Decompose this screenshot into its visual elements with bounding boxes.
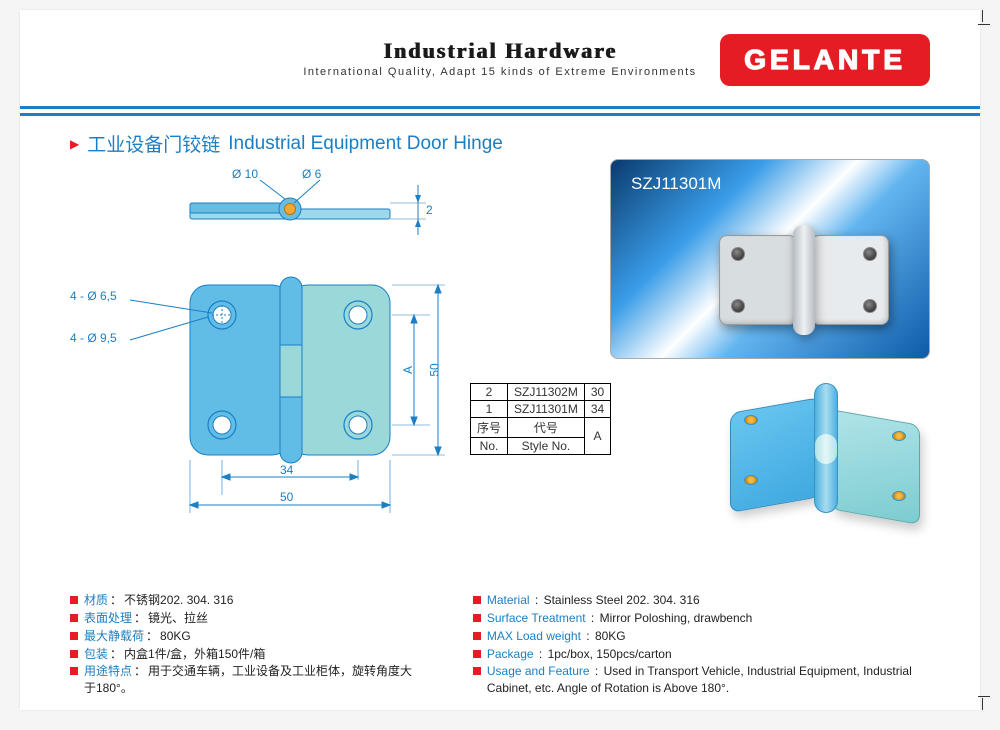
bullet-icon xyxy=(70,667,78,675)
content-area: Ø 10 Ø 6 2 4 - Ø 6,5 4 - Ø 9,5 34 50 A 5… xyxy=(70,165,930,585)
product-photo: SZJ11301M xyxy=(610,159,930,359)
specs-column-en: Material : Stainless Steel 202. 304. 316… xyxy=(473,591,930,698)
table-header: 代号 xyxy=(508,418,585,438)
spec-value: 镜光、拉丝 xyxy=(148,611,208,625)
spec-row: 包装：内盒1件/盒，外箱150件/箱 xyxy=(70,646,413,663)
page-header: Industrial Hardware International Qualit… xyxy=(20,10,980,100)
table-header: Style No. xyxy=(508,438,585,455)
dim-h95: 4 - Ø 9,5 xyxy=(70,331,117,345)
table-cell: 1 xyxy=(471,401,508,418)
spec-row: Material : Stainless Steel 202. 304. 316 xyxy=(473,592,930,609)
hinge-photo-render xyxy=(719,215,889,335)
spec-row: 表面处理：镜光、拉丝 xyxy=(70,610,413,627)
bullet-icon xyxy=(70,632,78,640)
brand-badge: GELANTE GELANTE xyxy=(720,34,930,86)
header-divider xyxy=(20,106,980,116)
bullet-icon xyxy=(473,632,481,640)
section-title-en: Industrial Equipment Door Hinge xyxy=(228,133,503,155)
dim-hA: A xyxy=(401,366,415,374)
drawing-svg xyxy=(70,165,450,555)
dim-h50: 50 xyxy=(428,363,442,376)
spec-value: 80KG xyxy=(160,629,191,643)
table-header: No. xyxy=(471,438,508,455)
spec-label: 最大静载荷 xyxy=(84,629,144,643)
technical-drawing: Ø 10 Ø 6 2 4 - Ø 6,5 4 - Ø 9,5 34 50 A 5… xyxy=(70,165,450,545)
variant-table: 2SZJ11302M301SZJ11301M34序号代号ANo.Style No… xyxy=(470,383,611,455)
spec-row: MAX Load weight : 80KG xyxy=(473,628,930,645)
section-title: ▶ 工业设备门铰链 Industrial Equipment Door Hing… xyxy=(70,130,930,157)
table-row: 2SZJ11302M30 xyxy=(471,384,611,401)
dim-d6: Ø 6 xyxy=(302,167,321,181)
spec-row: Surface Treatment : Mirror Poloshing, dr… xyxy=(473,610,930,627)
spec-label: MAX Load weight xyxy=(487,629,581,643)
spec-row: Package : 1pc/box, 150pcs/carton xyxy=(473,646,930,663)
dim-d10: Ø 10 xyxy=(232,167,258,181)
spec-label: Package xyxy=(487,647,534,661)
spec-row: 用途特点：用于交通车辆，工业设备及工业柜体，旋转角度大于180°。 xyxy=(70,663,413,697)
dim-h65: 4 - Ø 6,5 xyxy=(70,289,117,303)
dim-w50: 50 xyxy=(280,490,293,504)
spec-value: 1pc/box, 150pcs/carton xyxy=(548,647,672,661)
spec-label: Surface Treatment xyxy=(487,611,586,625)
spec-label: 用途特点 xyxy=(84,664,132,678)
spec-row: 材质：不锈钢202. 304. 316 xyxy=(70,592,413,609)
spec-label: Usage and Feature xyxy=(487,664,590,678)
section-title-cn: 工业设备门铰链 xyxy=(87,130,220,157)
table-cell: 2 xyxy=(471,384,508,401)
table-cell: 30 xyxy=(584,384,610,401)
table-cell: SZJ11302M xyxy=(508,384,585,401)
spec-value: 内盒1件/盒，外箱150件/箱 xyxy=(124,647,265,661)
bullet-icon xyxy=(473,650,481,658)
crop-mark-icon xyxy=(974,686,994,706)
bullet-icon xyxy=(70,650,78,658)
table-header: A xyxy=(584,418,610,455)
spec-label: 材质 xyxy=(84,593,108,607)
specs-column-cn: 材质：不锈钢202. 304. 316表面处理：镜光、拉丝最大静载荷：80KG包… xyxy=(70,591,413,698)
table-cell: SZJ11301M xyxy=(508,401,585,418)
bullet-icon xyxy=(473,596,481,604)
bullet-icon xyxy=(473,614,481,622)
bullet-icon xyxy=(70,614,78,622)
spec-label: Material xyxy=(487,593,530,607)
spec-label: 包装 xyxy=(84,647,108,661)
table-header: 序号 xyxy=(471,418,508,438)
spec-value: Mirror Poloshing, drawbench xyxy=(600,611,753,625)
dim-t2: 2 xyxy=(426,203,433,217)
spec-row: Usage and Feature : Used in Transport Ve… xyxy=(473,663,930,697)
bullet-icon xyxy=(473,667,481,675)
catalog-page: Industrial Hardware International Qualit… xyxy=(20,10,980,710)
spec-row: 最大静载荷：80KG xyxy=(70,628,413,645)
bullet-icon xyxy=(70,596,78,604)
isometric-render xyxy=(720,375,930,535)
spec-value: Stainless Steel 202. 304. 316 xyxy=(544,593,700,607)
spec-label: 表面处理 xyxy=(84,611,132,625)
table-cell: 34 xyxy=(584,401,610,418)
product-model: SZJ11301M xyxy=(631,174,721,194)
spec-value: 80KG xyxy=(595,629,626,643)
specs-block: 材质：不锈钢202. 304. 316表面处理：镜光、拉丝最大静载荷：80KG包… xyxy=(70,591,930,698)
brand-text: GELANTE xyxy=(744,44,906,76)
triangle-icon: ▶ xyxy=(70,137,79,151)
dim-w34: 34 xyxy=(280,463,293,477)
spec-value: 不锈钢202. 304. 316 xyxy=(124,593,233,607)
table-row: 1SZJ11301M34 xyxy=(471,401,611,418)
